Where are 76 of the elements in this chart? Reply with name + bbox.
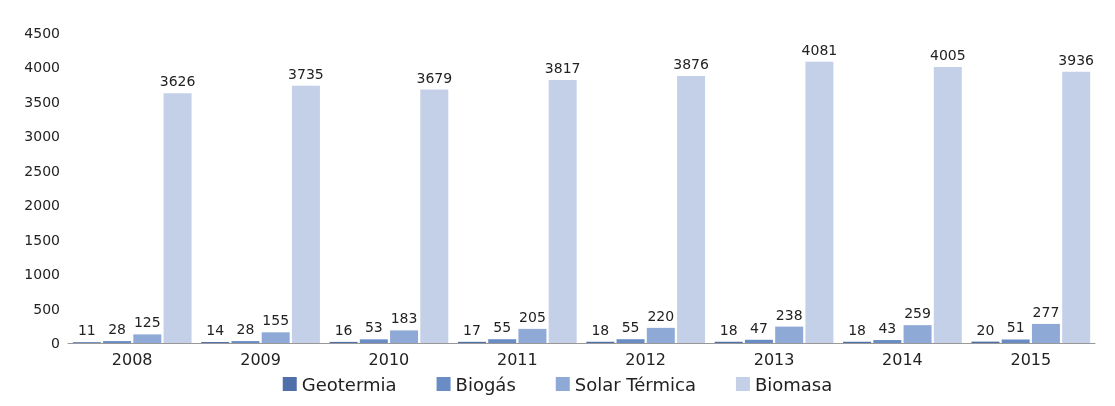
legend-label: Geotermia [301,373,397,395]
data-label: 14 [206,322,225,339]
data-label: 16 [334,321,353,338]
data-label: 18 [848,321,866,338]
bar [1031,323,1060,343]
bar [390,330,419,343]
data-label: 51 [1006,319,1025,336]
bar [933,67,962,343]
data-label: 238 [775,306,803,323]
bar [163,93,192,343]
bar [291,85,320,343]
legend-label: Biogás [455,373,516,395]
data-label: 55 [621,319,640,336]
y-tick-label: 0 [51,335,60,351]
y-tick-label: 3000 [24,128,60,145]
bar [261,332,290,343]
bar [488,339,517,343]
bar [744,339,773,343]
data-label: 220 [647,307,675,324]
y-tick-label: 1500 [24,231,60,248]
data-label: 55 [493,319,512,336]
bar [903,325,932,343]
data-label: 3936 [1058,51,1095,68]
data-label: 183 [390,310,418,327]
x-tick-label: 2008 [111,349,153,369]
y-tick-label: 3500 [24,93,60,110]
x-tick-label: 2010 [368,349,410,369]
bar [420,89,449,343]
data-label: 3626 [159,73,196,90]
y-tick-label: 1000 [24,266,60,283]
bar [518,328,547,343]
legend-label: Solar Térmica [574,373,696,395]
x-tick-label: 2014 [882,349,923,369]
bar [805,61,834,343]
data-label: 3817 [544,60,581,77]
bar [1062,71,1091,343]
x-tick-label: 2012 [625,349,667,369]
data-label: 20 [976,321,995,338]
data-label: 259 [904,305,931,322]
data-label: 28 [236,321,255,338]
data-label: 4005 [929,47,966,64]
data-label: 11 [77,322,96,339]
legend-label: Biomasa [754,373,833,395]
y-tick-label: 2500 [24,162,60,179]
bar [677,75,706,343]
y-tick-label: 500 [33,300,60,317]
bar [1001,339,1030,343]
data-label: 43 [878,320,897,337]
data-label: 155 [262,312,290,329]
data-label: 125 [133,314,161,331]
data-label: 18 [719,321,738,338]
data-label: 17 [463,321,481,338]
data-label: 205 [519,308,546,325]
data-label: 53 [364,319,383,336]
bar [873,340,902,343]
y-tick-label: 2000 [24,197,60,214]
x-tick-label: 2013 [753,349,795,369]
y-tick-label: 4500 [24,25,60,41]
bar [359,339,388,343]
bar [646,327,675,343]
x-tick-label: 2011 [496,349,538,369]
data-label: 3735 [288,65,324,82]
bar [616,339,645,343]
bar [775,326,804,343]
x-tick-label: 2015 [1010,349,1052,369]
y-tick-label: 4000 [24,59,60,76]
bar [548,80,577,343]
data-label: 47 [750,319,768,336]
data-label: 3876 [673,55,709,72]
data-label: 18 [591,321,610,338]
x-tick-label: 2009 [240,349,281,369]
data-label: 4081 [801,41,838,58]
data-label: 3679 [416,69,453,86]
bar [133,334,162,343]
data-label: 277 [1032,303,1060,320]
data-label: 28 [108,321,126,338]
